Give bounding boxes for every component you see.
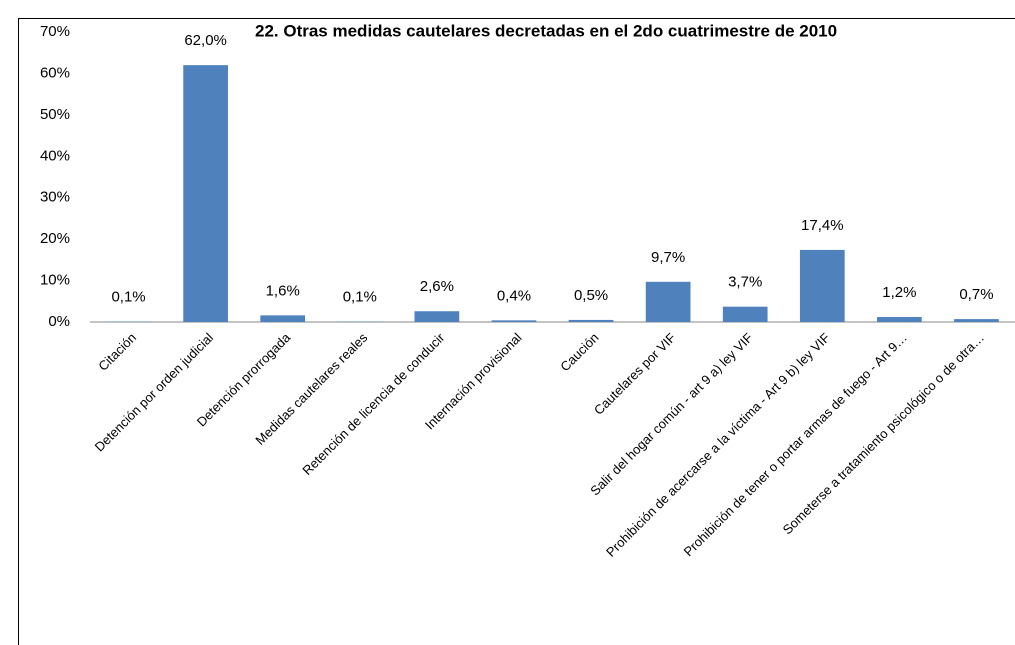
bar [645,281,691,322]
data-label: 0,4% [497,287,531,304]
bar [568,319,614,322]
y-tick-label: 0% [48,313,70,330]
bar [414,311,460,322]
data-label: 0,5% [574,287,608,304]
data-label: 9,7% [651,249,685,266]
x-tick-label: Salir del hogar común - art 9 a) ley VIF [587,330,756,499]
x-tick-label: Citación [95,330,139,374]
data-label: 0,1% [343,289,377,306]
bar [722,306,768,322]
chart-frame [18,18,1015,645]
y-tick-label: 30% [40,189,70,206]
data-label: 0,7% [959,286,993,303]
data-label: 2,6% [420,278,454,295]
bar [183,65,228,323]
x-tick-label: Retención de licencia de conducir [299,329,448,478]
data-label: 1,6% [266,282,300,299]
bar [799,249,845,322]
data-label: 3,7% [728,274,762,291]
data-label: 62,0% [184,32,227,49]
chart-title: 22. Otras medidas cautelares decretadas … [255,21,837,40]
bar [260,315,306,322]
y-tick-label: 50% [40,106,70,123]
bar [954,319,999,322]
data-label: 0,1% [111,289,145,306]
y-tick-label: 10% [40,272,70,289]
bar [491,320,537,322]
y-tick-label: 60% [40,64,70,81]
x-tick-label: Caución [557,330,601,374]
bar [877,317,922,322]
y-tick-label: 20% [40,230,70,247]
y-tick-label: 40% [40,147,70,164]
y-tick-label: 70% [40,23,70,40]
data-label: 1,2% [882,284,916,301]
data-label: 17,4% [801,217,844,234]
x-tick-label: Cautelares por VIF [591,330,679,418]
